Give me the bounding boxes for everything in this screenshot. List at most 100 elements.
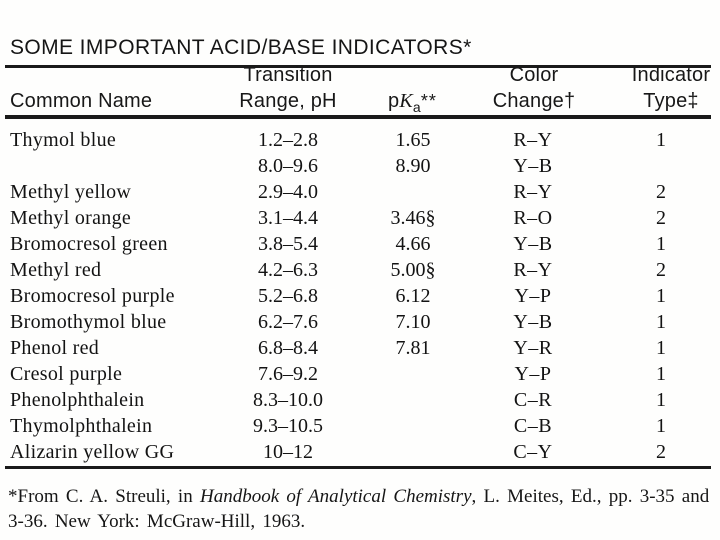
cell-common-name: Phenolphthalein xyxy=(10,389,145,411)
cell-common-name: Cresol purple xyxy=(10,363,123,385)
cell-indicator-type: 1 xyxy=(656,415,666,437)
column-header-indicator-line1: Indicator xyxy=(631,64,711,86)
cell-indicator-type: 2 xyxy=(656,181,666,203)
footnote-book-title: Handbook of Analytical Chemistry xyxy=(199,486,472,507)
cell-indicator-type: 1 xyxy=(656,311,666,333)
table-row: Thymolphthalein 9.3–10.5 C–B 1 xyxy=(0,413,720,439)
cell-color-change: R–Y xyxy=(513,259,553,281)
cell-indicator-type: 1 xyxy=(656,363,666,385)
cell-color-change: C–B xyxy=(513,415,553,437)
cell-transition-range: 7.6–9.2 xyxy=(258,363,318,385)
cell-common-name: Bromocresol green xyxy=(10,233,168,255)
cell-pka xyxy=(338,413,488,439)
cell-color-change: Y–B xyxy=(513,155,553,177)
cell-indicator-type: 2 xyxy=(656,441,666,463)
table-row: Cresol purple 7.6–9.2 Y–P 1 xyxy=(0,361,720,387)
cell-common-name: Alizarin yellow GG xyxy=(10,441,175,463)
table-row: 8.0–9.6 8.90 Y–B xyxy=(0,153,720,179)
cell-transition-range: 10–12 xyxy=(263,441,313,463)
table-row: Bromocresol green 3.8–5.4 4.66 Y–B 1 xyxy=(0,231,720,257)
cell-common-name: Bromothymol blue xyxy=(10,311,167,333)
cell-color-change: C–Y xyxy=(513,441,553,463)
cell-transition-range: 4.2–6.3 xyxy=(258,259,318,281)
table-row: Thymol blue 1.2–2.8 1.65 R–Y 1 xyxy=(0,127,720,153)
table-row: Bromocresol purple 5.2–6.8 6.12 Y–P 1 xyxy=(0,283,720,309)
cell-color-change: C–R xyxy=(513,389,553,411)
cell-transition-range: 8.3–10.0 xyxy=(253,389,323,411)
footnote-line1-post: , L. Meites, Ed., pp. 3-35 and xyxy=(471,486,710,507)
pka-subscript-a: a xyxy=(412,99,421,115)
cell-common-name: Methyl yellow xyxy=(10,181,132,203)
cell-color-change: R–Y xyxy=(513,129,553,151)
table-body: Thymol blue 1.2–2.8 1.65 R–Y 1 8.0–9.6 8… xyxy=(0,127,720,465)
cell-color-change: Y–B xyxy=(513,311,553,333)
cell-transition-range: 5.2–6.8 xyxy=(258,285,318,307)
table-row: Phenol red 6.8–8.4 7.81 Y–R 1 xyxy=(0,335,720,361)
cell-pka: 3.46§ xyxy=(390,207,436,229)
cell-common-name: Methyl orange xyxy=(10,207,132,229)
cell-transition-range: 1.2–2.8 xyxy=(258,129,318,151)
cell-transition-range: 3.1–4.4 xyxy=(258,207,318,229)
pka-footnote-stars: ** xyxy=(420,91,437,111)
cell-indicator-type: 1 xyxy=(656,233,666,255)
cell-pka xyxy=(338,387,488,413)
footnote-line1-pre: *From C. A. Streuli, in xyxy=(8,486,200,507)
cell-transition-range: 3.8–5.4 xyxy=(258,233,318,255)
header-rule xyxy=(5,115,711,119)
cell-common-name: Methyl red xyxy=(10,259,102,281)
cell-pka: 4.66 xyxy=(395,233,431,255)
cell-pka xyxy=(338,361,488,387)
pka-p: p xyxy=(388,90,400,112)
cell-common-name: Thymolphthalein xyxy=(10,415,153,437)
cell-indicator-type: 2 xyxy=(656,207,666,229)
footnote-line2: 3-36. New York: McGraw-Hill, 1963. xyxy=(8,511,306,532)
table-row: Bromothymol blue 6.2–7.6 7.10 Y–B 1 xyxy=(0,309,720,335)
cell-indicator-type: 1 xyxy=(656,389,666,411)
cell-indicator-type xyxy=(578,153,710,179)
cell-pka: 8.90 xyxy=(395,155,431,177)
title-underline xyxy=(5,65,711,68)
cell-pka: 6.12 xyxy=(395,285,431,307)
cell-indicator-type: 1 xyxy=(656,337,666,359)
column-header-color-line1: Color xyxy=(509,64,559,86)
cell-color-change: Y–R xyxy=(513,337,553,359)
cell-transition-range: 6.2–7.6 xyxy=(258,311,318,333)
cell-transition-range: 9.3–10.5 xyxy=(253,415,323,437)
table-row: Methyl orange 3.1–4.4 3.46§ R–O 2 xyxy=(0,205,720,231)
cell-color-change: R–Y xyxy=(513,181,553,203)
cell-transition-range: 2.9–4.0 xyxy=(258,181,318,203)
pka-k-italic: K xyxy=(399,90,413,112)
cell-common-name: Phenol red xyxy=(10,337,100,359)
cell-pka: 7.10 xyxy=(395,311,431,333)
column-header-indicator-line2: Type‡ xyxy=(643,90,699,112)
cell-indicator-type: 2 xyxy=(656,259,666,281)
cell-common-name: Thymol blue xyxy=(10,129,117,151)
cell-color-change: Y–P xyxy=(514,285,552,307)
column-header-transition-line1: Transition xyxy=(243,64,333,86)
cell-pka xyxy=(338,439,488,465)
cell-pka: 7.81 xyxy=(395,337,431,359)
column-header-pka: pKa** xyxy=(388,90,437,115)
cell-indicator-type: 1 xyxy=(656,285,666,307)
column-header-transition-line2: Range, pH xyxy=(239,90,337,112)
table-bottom-rule xyxy=(5,466,711,469)
table-row: Phenolphthalein 8.3–10.0 C–R 1 xyxy=(0,387,720,413)
cell-transition-range: 6.8–8.4 xyxy=(258,337,318,359)
cell-color-change: Y–P xyxy=(514,363,552,385)
cell-pka: 5.00§ xyxy=(390,259,436,281)
cell-pka: 1.65 xyxy=(395,129,431,151)
table-row: Alizarin yellow GG 10–12 C–Y 2 xyxy=(0,439,720,465)
table-title: SOME IMPORTANT ACID/BASE INDICATORS* xyxy=(10,36,472,59)
cell-common-name xyxy=(10,153,238,179)
cell-common-name: Bromocresol purple xyxy=(10,285,175,307)
cell-transition-range: 8.0–9.6 xyxy=(258,155,318,177)
table-row: Methyl red 4.2–6.3 5.00§ R–Y 2 xyxy=(0,257,720,283)
cell-pka xyxy=(338,179,488,205)
column-header-color-line2: Change† xyxy=(492,90,576,112)
column-header-common-name: Common Name xyxy=(10,90,153,112)
table-row: Methyl yellow 2.9–4.0 R–Y 2 xyxy=(0,179,720,205)
cell-color-change: Y–B xyxy=(513,233,553,255)
footnote: *From C. A. Streuli, in Handbook of Anal… xyxy=(8,484,714,534)
cell-color-change: R–O xyxy=(513,207,553,229)
